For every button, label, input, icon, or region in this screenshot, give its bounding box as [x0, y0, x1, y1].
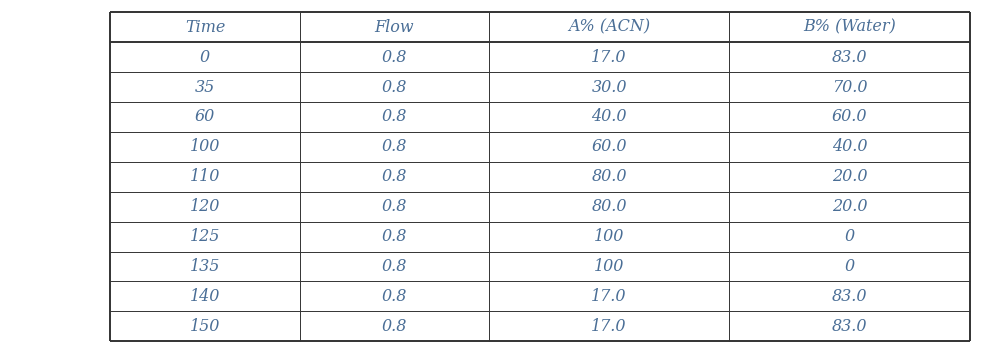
Text: 40.0: 40.0	[831, 138, 867, 155]
Text: 135: 135	[190, 258, 220, 275]
Text: 60.0: 60.0	[590, 138, 626, 155]
Text: 100: 100	[190, 138, 220, 155]
Text: 0.8: 0.8	[381, 108, 407, 125]
Text: 70.0: 70.0	[831, 78, 867, 96]
Text: 30.0: 30.0	[590, 78, 626, 96]
Text: 83.0: 83.0	[831, 318, 867, 335]
Text: 140: 140	[190, 288, 220, 305]
Text: A% (ACN): A% (ACN)	[568, 19, 649, 36]
Text: 150: 150	[190, 318, 220, 335]
Text: 120: 120	[190, 198, 220, 215]
Text: 0: 0	[200, 49, 210, 65]
Text: 100: 100	[593, 228, 623, 245]
Text: 125: 125	[190, 228, 220, 245]
Text: 0.8: 0.8	[381, 228, 407, 245]
Text: 20.0: 20.0	[831, 168, 867, 185]
Text: 80.0: 80.0	[590, 168, 626, 185]
Text: 0.8: 0.8	[381, 138, 407, 155]
Text: 60.0: 60.0	[831, 108, 867, 125]
Text: Flow: Flow	[374, 19, 414, 36]
Text: 0.8: 0.8	[381, 198, 407, 215]
Text: 0.8: 0.8	[381, 318, 407, 335]
Text: 60: 60	[195, 108, 215, 125]
Text: 0.8: 0.8	[381, 258, 407, 275]
Text: 100: 100	[593, 258, 623, 275]
Text: 83.0: 83.0	[831, 49, 867, 65]
Text: 17.0: 17.0	[590, 49, 626, 65]
Text: 0.8: 0.8	[381, 288, 407, 305]
Text: Time: Time	[185, 19, 225, 36]
Text: 0: 0	[844, 258, 854, 275]
Text: 40.0: 40.0	[590, 108, 626, 125]
Text: 35: 35	[195, 78, 215, 96]
Text: 20.0: 20.0	[831, 198, 867, 215]
Text: 110: 110	[190, 168, 220, 185]
Text: 17.0: 17.0	[590, 318, 626, 335]
Text: 0.8: 0.8	[381, 78, 407, 96]
Text: B% (Water): B% (Water)	[802, 19, 896, 36]
Text: 83.0: 83.0	[831, 288, 867, 305]
Text: 80.0: 80.0	[590, 198, 626, 215]
Text: 17.0: 17.0	[590, 288, 626, 305]
Text: 0.8: 0.8	[381, 49, 407, 65]
Text: 0.8: 0.8	[381, 168, 407, 185]
Text: 0: 0	[844, 228, 854, 245]
